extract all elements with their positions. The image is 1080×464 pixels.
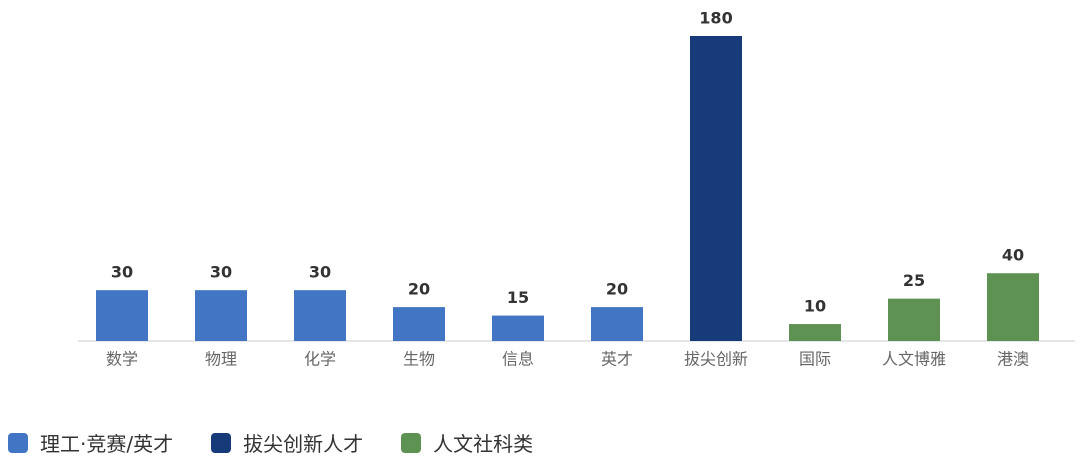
legend-label: 理工·竞赛/英才 (40, 432, 174, 456)
bar (492, 315, 544, 341)
data-label: 30 (111, 263, 133, 282)
x-tick-label: 物理 (205, 350, 237, 369)
x-tick-label: 生物 (403, 350, 435, 369)
legend: 理工·竞赛/英才 拔尖创新人才 人文社科类 (8, 428, 533, 457)
bar (195, 290, 247, 341)
x-tick-label: 拔尖创新 (684, 350, 748, 369)
legend-swatch (401, 432, 422, 453)
bar (294, 290, 346, 341)
x-tick-label: 人文博雅 (882, 350, 946, 369)
data-label: 40 (1002, 246, 1024, 265)
data-label: 30 (210, 263, 232, 282)
legend-label: 人文社科类 (433, 432, 534, 456)
x-tick-label: 港澳 (997, 350, 1029, 369)
data-label: 180 (699, 9, 732, 28)
chart: 数学 物理 化学 生物 信息 英才 拔尖创新 国际 人文博雅 港澳 30 30 30 20 15 20 180 1… (78, 9, 1075, 369)
bar (690, 36, 742, 341)
x-tick-label: 化学 (304, 350, 336, 369)
x-tick-label: 信息 (502, 350, 534, 369)
legend-item: 拔尖创新人才 (211, 428, 363, 457)
data-label: 15 (507, 288, 529, 307)
x-tick-label: 英才 (601, 350, 633, 369)
bar (96, 290, 148, 341)
data-label: 20 (606, 280, 628, 299)
legend-label: 拔尖创新人才 (243, 432, 364, 456)
data-label: 25 (903, 271, 925, 290)
bar (393, 307, 445, 341)
data-label: 20 (408, 280, 430, 299)
x-tick-label: 国际 (799, 350, 831, 369)
legend-swatch (8, 432, 28, 453)
x-tick-label: 数学 (106, 350, 138, 369)
bar (888, 298, 940, 341)
bar (789, 324, 841, 341)
legend-item: 理工·竞赛/英才 (8, 428, 173, 457)
data-label: 10 (804, 297, 826, 316)
data-label: 30 (309, 263, 331, 282)
legend-swatch (211, 432, 232, 453)
bar (591, 307, 643, 341)
legend-item: 人文社科类 (401, 428, 533, 457)
bar (987, 273, 1039, 341)
